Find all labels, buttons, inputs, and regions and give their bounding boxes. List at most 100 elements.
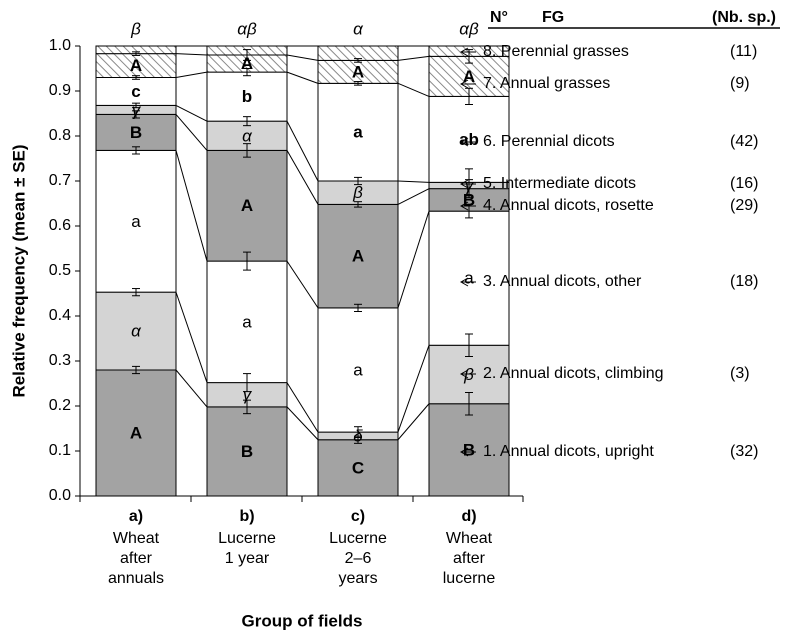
top-letter: αβ — [459, 19, 479, 38]
legend-count: (16) — [730, 175, 758, 192]
x-tick-description: Lucerne — [329, 530, 387, 547]
legend-label: 1. Annual dicots, upright — [483, 443, 654, 460]
connector — [397, 82, 430, 97]
connector — [175, 53, 208, 56]
y-tick-label: 0.1 — [49, 442, 71, 459]
segment-letter: γ — [132, 100, 142, 119]
legend-label: 7. Annual grasses — [483, 75, 610, 92]
connector — [175, 104, 208, 122]
segment-letter: A — [352, 247, 364, 266]
y-tick-label: 0.6 — [49, 217, 71, 234]
connector — [397, 210, 430, 309]
segment-letter: γ — [465, 176, 475, 195]
bar-segment — [428, 210, 510, 346]
y-tick-label: 0.3 — [49, 352, 71, 369]
legend-label: 4. Annual dicots, rosette — [483, 197, 654, 214]
legend-arrowhead — [459, 47, 469, 57]
y-tick-label: 0.5 — [49, 262, 71, 279]
connector — [286, 54, 319, 61]
connector — [175, 291, 208, 383]
y-tick-label: 0.2 — [49, 397, 71, 414]
y-tick-label: 0.7 — [49, 172, 71, 189]
segment-letter: a — [242, 312, 252, 331]
connector — [397, 55, 430, 61]
segment-letter: b — [242, 87, 252, 106]
bar-segment — [206, 149, 288, 262]
segment-letter: A — [352, 62, 364, 81]
segment-letter: a — [131, 212, 141, 231]
x-tick-label: c) — [351, 508, 365, 525]
x-tick-label: b) — [239, 508, 254, 525]
legend-arrowhead — [459, 277, 469, 287]
top-letter: β — [130, 19, 141, 38]
legend-label: 3. Annual dicots, other — [483, 273, 642, 290]
y-tick-label: 0.9 — [49, 82, 71, 99]
x-tick-description: lucerne — [443, 570, 496, 587]
legend-label: 6. Perennial dicots — [483, 133, 615, 150]
y-tick-label: 0.0 — [49, 487, 71, 504]
y-axis-label: Relative frequency (mean ± SE) — [9, 144, 28, 397]
legend-count: (42) — [730, 133, 758, 150]
bar-segment — [317, 203, 399, 309]
x-tick-description: after — [120, 550, 153, 567]
segment-letter: A — [241, 54, 253, 73]
x-tick-description: Wheat — [446, 530, 493, 547]
x-tick-description: Lucerne — [218, 530, 276, 547]
segment-letter: a — [353, 360, 363, 379]
bar-segment — [206, 260, 288, 384]
x-tick-description: annuals — [108, 570, 164, 587]
bar-segment — [428, 95, 510, 183]
bar-segment — [317, 82, 399, 182]
legend-count: (32) — [730, 443, 758, 460]
top-letter: α — [353, 19, 364, 38]
legend-count: (18) — [730, 273, 758, 290]
legend-arrowhead — [459, 179, 469, 189]
legend-count: (3) — [730, 365, 750, 382]
connector — [286, 71, 319, 84]
legend-arrowhead — [459, 369, 469, 379]
legend-header: (Nb. sp.) — [712, 9, 776, 26]
legend-arrowhead — [459, 201, 469, 211]
legend-header: FG — [542, 9, 564, 26]
connector — [397, 180, 430, 183]
x-tick-description: 1 year — [225, 550, 270, 567]
legend-label: 5. Intermediate dicots — [483, 175, 636, 192]
x-tick-label: a) — [129, 508, 143, 525]
legend-arrowhead — [459, 79, 469, 89]
segment-letter: β — [352, 183, 363, 202]
connector — [175, 369, 208, 408]
legend-label: 2. Annual dicots, climbing — [483, 365, 664, 382]
bar-segment — [317, 307, 399, 433]
connector — [286, 120, 319, 182]
connector — [397, 403, 430, 441]
segment-letter: α — [131, 322, 142, 341]
segment-letter: A — [241, 196, 253, 215]
y-tick-label: 0.8 — [49, 127, 71, 144]
connector — [286, 382, 319, 433]
legend-count: (29) — [730, 197, 758, 214]
legend-count: (11) — [730, 43, 757, 60]
connector — [286, 260, 319, 309]
connector — [175, 114, 208, 151]
segment-letter: a — [353, 123, 363, 142]
segment-letter: α — [242, 126, 253, 145]
legend-header: N° — [490, 9, 508, 26]
legend-arrowhead — [459, 137, 469, 147]
segment-letter: ab — [459, 130, 479, 149]
connector — [397, 188, 430, 205]
bar-segment — [95, 291, 177, 371]
x-tick-description: Wheat — [113, 530, 160, 547]
x-tick-label: d) — [461, 508, 476, 525]
connector — [286, 406, 319, 441]
y-tick-label: 0.4 — [49, 307, 71, 324]
segment-letter: a — [464, 269, 474, 288]
segment-letter: A — [130, 423, 142, 442]
connector — [286, 150, 319, 205]
x-tick-description: 2–6 — [345, 550, 372, 567]
segment-letter: B — [130, 123, 142, 142]
bar-segment — [95, 149, 177, 293]
x-axis-label: Group of fields — [242, 611, 363, 630]
legend-count: (9) — [730, 75, 750, 92]
legend-label: 8. Perennial grasses — [483, 43, 629, 60]
